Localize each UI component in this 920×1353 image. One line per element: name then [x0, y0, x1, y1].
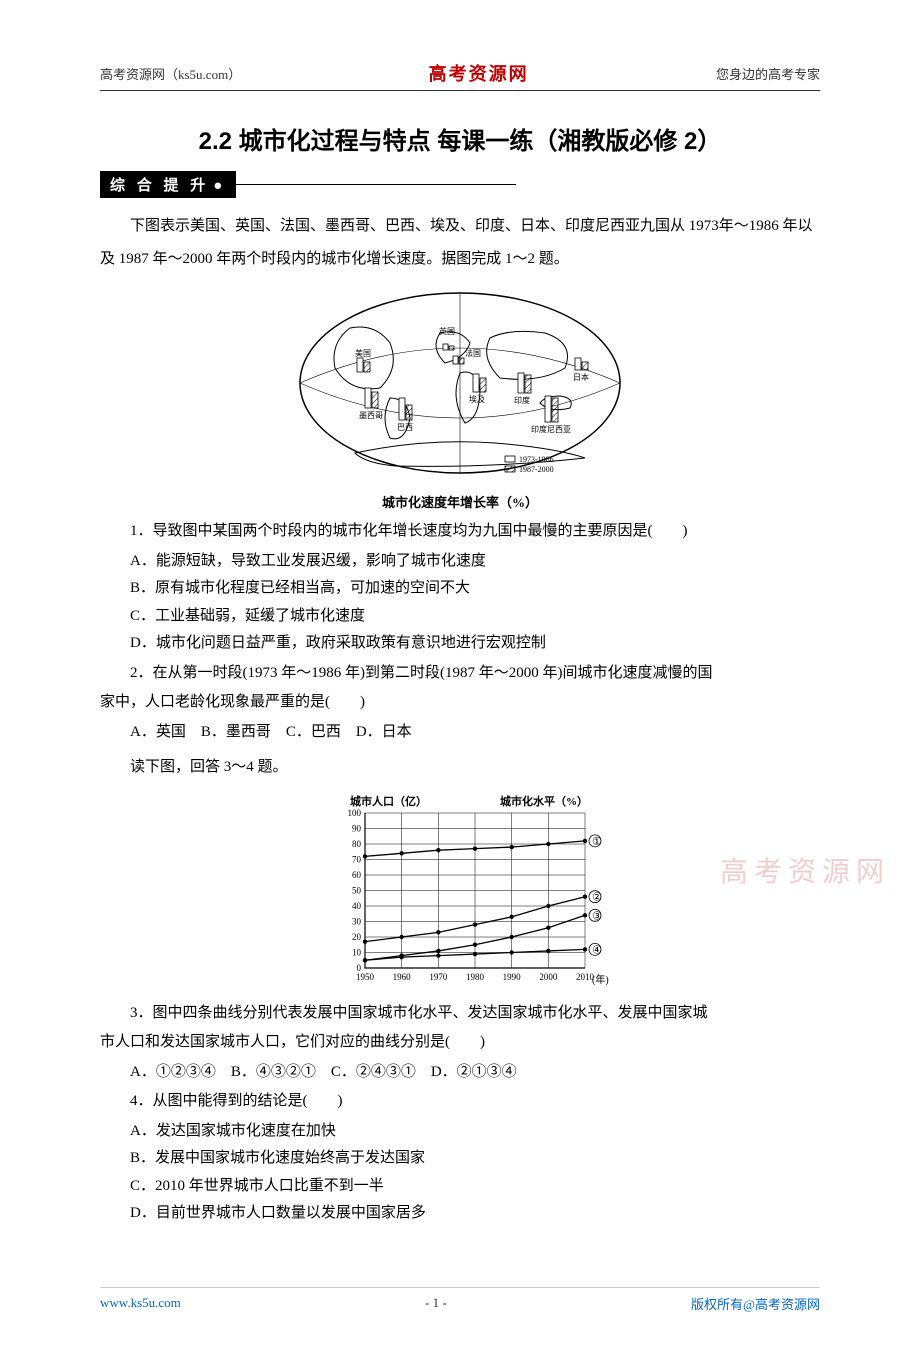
- page-header: 高考资源网（ks5u.com） 高考资源网 您身边的高考专家: [100, 60, 820, 91]
- svg-text:英国: 英国: [439, 326, 455, 336]
- svg-text:20: 20: [352, 932, 362, 942]
- svg-text:墨西哥: 墨西哥: [359, 411, 383, 420]
- svg-text:90: 90: [352, 823, 362, 833]
- svg-text:1960: 1960: [393, 972, 412, 982]
- q2-opts: A．英国 B．墨西哥 C．巴西 D．日本: [100, 720, 820, 746]
- header-left: 高考资源网（ks5u.com）: [100, 64, 241, 83]
- q3-stem-b: 市人口和发达国家城市人口，它们对应的曲线分别是( ): [100, 1030, 820, 1056]
- footer-url: www.ks5u.com: [100, 1295, 181, 1311]
- svg-text:1973-1986: 1973-1986: [519, 455, 554, 464]
- q4-opt-d: D．目前世界城市人口数量以发展中国家居多: [100, 1201, 820, 1227]
- svg-text:③: ③: [592, 910, 602, 922]
- svg-text:法国: 法国: [465, 348, 481, 358]
- svg-text:1970: 1970: [429, 972, 448, 982]
- header-right: 您身边的高考专家: [716, 64, 820, 83]
- svg-text:②: ②: [592, 891, 602, 903]
- page-footer: www.ks5u.com - 1 - 版权所有@高考资源网: [100, 1287, 820, 1313]
- q4-opt-a: A．发达国家城市化速度在加快: [100, 1119, 820, 1145]
- svg-text:印度尼西亚: 印度尼西亚: [531, 424, 571, 434]
- footer-copyright: 版权所有@高考资源网: [691, 1294, 820, 1313]
- svg-text:60: 60: [352, 870, 362, 880]
- q4-stem: 4．从图中能得到的结论是( ): [100, 1089, 820, 1115]
- svg-text:100: 100: [348, 808, 362, 818]
- page-title: 2.2 城市化过程与特点 每课一练（湘教版必修 2）: [100, 121, 820, 156]
- world-map-svg: 美国 英国 法国 墨西哥 巴西 埃及 印度 日本 印度尼西亚 1973-1986…: [295, 288, 625, 488]
- q4-opt-b: B．发展中国家城市化速度始终高于发达国家: [100, 1146, 820, 1172]
- q2-stem-a: 2．在从第一时段(1973 年～1986 年)到第二时段(1987 年～2000…: [100, 661, 820, 687]
- svg-text:印度: 印度: [514, 395, 530, 405]
- header-center-logo: 高考资源网: [429, 60, 529, 86]
- figure-2-line-chart: 城市人口（亿） 城市化水平（%） ①②③④ 010203040506070809…: [100, 793, 820, 993]
- q1-stem: 1．导致图中某国两个时段内的城市化年增长速度均为九国中最慢的主要原因是( ): [100, 519, 820, 545]
- svg-text:④: ④: [592, 944, 602, 956]
- svg-text:(年): (年): [592, 973, 609, 986]
- q2-stem-b: 家中，人口老龄化现象最严重的是( ): [100, 690, 820, 716]
- footer-page-number: - 1 -: [425, 1295, 447, 1311]
- q4-opt-c: C．2010 年世界城市人口比重不到一半: [100, 1174, 820, 1200]
- svg-text:1987-2000: 1987-2000: [519, 465, 554, 474]
- svg-text:10: 10: [352, 947, 362, 957]
- figure-1-caption: 城市化速度年增长率（%）: [100, 492, 820, 511]
- svg-text:城市人口（亿）: 城市人口（亿）: [350, 794, 427, 808]
- q3-stem-a: 3．图中四条曲线分别代表发展中国家城市化水平、发达国家城市化水平、发展中国家城: [100, 1001, 820, 1027]
- svg-text:50: 50: [352, 885, 362, 895]
- q1-opt-a: A．能源短缺，导致工业发展迟缓，影响了城市化速度: [100, 549, 820, 575]
- svg-text:埃及: 埃及: [469, 394, 485, 404]
- figure-1-world-map: 美国 英国 法国 墨西哥 巴西 埃及 印度 日本 印度尼西亚 1973-1986…: [100, 288, 820, 511]
- svg-text:2000: 2000: [539, 972, 558, 982]
- svg-text:1980: 1980: [466, 972, 485, 982]
- svg-text:1990: 1990: [503, 972, 522, 982]
- svg-text:70: 70: [352, 854, 362, 864]
- section-trail-line: [236, 184, 516, 186]
- q1-opt-b: B．原有城市化程度已经相当高，可加速的空间不大: [100, 576, 820, 602]
- svg-text:30: 30: [352, 916, 362, 926]
- svg-text:日本: 日本: [573, 372, 589, 382]
- section-badge: 综 合 提 升: [100, 171, 236, 198]
- svg-text:巴西: 巴西: [397, 423, 413, 432]
- svg-text:美国: 美国: [355, 348, 371, 358]
- svg-text:城市化水平（%）: 城市化水平（%）: [500, 794, 588, 808]
- svg-text:①: ①: [592, 835, 602, 847]
- svg-text:1950: 1950: [356, 972, 375, 982]
- intro-paragraph: 下图表示美国、英国、法国、墨西哥、巴西、埃及、印度、日本、印度尼西亚九国从 19…: [100, 210, 820, 276]
- q1-opt-d: D．城市化问题日益严重，政府采取政策有意识地进行宏观控制: [100, 631, 820, 657]
- q3-opts: A．①②③④ B．④③②① C．②④③① D．②①③④: [100, 1060, 820, 1086]
- line-chart-svg: 城市人口（亿） 城市化水平（%） ①②③④ 010203040506070809…: [310, 793, 610, 993]
- svg-text:40: 40: [352, 901, 362, 911]
- svg-text:80: 80: [352, 839, 362, 849]
- instruction-2: 读下图，回答 3～4 题。: [100, 755, 820, 781]
- q1-opt-c: C．工业基础弱，延缓了城市化速度: [100, 604, 820, 630]
- section-row: 综 合 提 升: [100, 171, 820, 198]
